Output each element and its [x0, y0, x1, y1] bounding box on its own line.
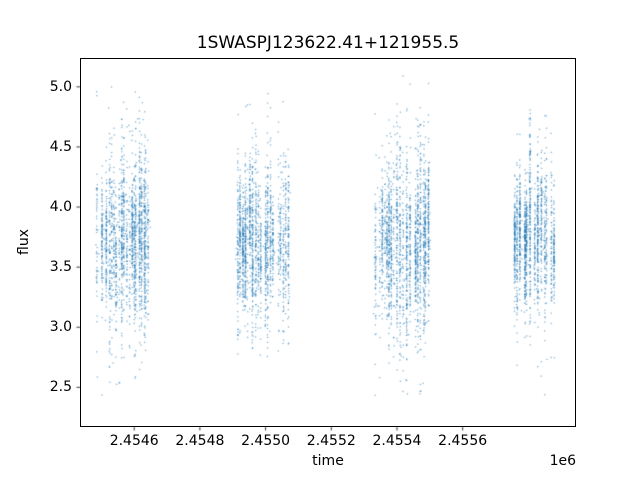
y-tick-label: 2.5	[49, 379, 72, 396]
x-tick-label: 2.4548	[175, 433, 225, 449]
x-tick-label: 2.4546	[109, 433, 159, 449]
x-axis-label: time	[312, 453, 344, 469]
y-tick-label: 3.0	[49, 319, 72, 336]
x-tick-label: 2.4552	[306, 433, 356, 449]
y-tick-label: 5.0	[49, 78, 72, 95]
y-axis-label: flux	[16, 229, 32, 255]
x-tick-label: 2.4556	[438, 433, 488, 449]
y-tick-label: 4.5	[49, 138, 72, 155]
x-axis-offset-label: 1e6	[549, 453, 576, 469]
x-tick-label: 2.4550	[241, 433, 291, 449]
chart-title: 1SWASPJ123622.41+121955.5	[196, 33, 460, 53]
y-tick-label: 3.5	[49, 259, 72, 276]
x-tick-label: 2.4554	[372, 433, 422, 449]
y-tick-label: 4.0	[49, 199, 72, 216]
